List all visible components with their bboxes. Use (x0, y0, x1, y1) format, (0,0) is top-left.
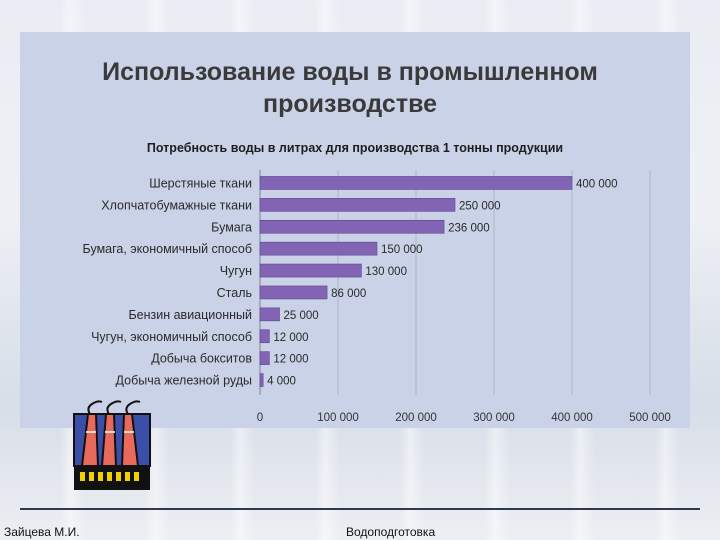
bar (259, 241, 378, 256)
x-tick-label: 100 000 (317, 412, 359, 424)
value-label: 236 000 (448, 222, 490, 234)
category-label: Чугун, экономичный способ (91, 330, 252, 344)
category-label: Добыча железной руды (116, 374, 252, 388)
x-tick-label: 300 000 (473, 412, 515, 424)
category-label: Бензин авиационный (128, 308, 252, 322)
value-label: 25 000 (284, 310, 319, 322)
slide-title-line2: производстве (263, 90, 437, 118)
value-label: 400 000 (576, 178, 618, 190)
bar (259, 176, 573, 190)
x-tick-label: 400 000 (551, 412, 593, 424)
bar (259, 329, 270, 344)
category-label: Бумага, экономичный способ (83, 242, 252, 256)
bar (259, 219, 445, 234)
bars (259, 176, 573, 387)
value-label: 86 000 (331, 288, 366, 300)
value-label: 250 000 (459, 200, 501, 212)
category-label: Хлопчатобумажные ткани (101, 198, 252, 212)
value-label: 4 000 (267, 376, 296, 388)
category-label: Чугун (220, 264, 252, 278)
category-label: Добыча бокситов (151, 352, 252, 366)
labels: 0 100 000 200 000 300 000 400 000 500 000 Шерс… (83, 176, 671, 424)
category-label: Шерстяные ткани (149, 176, 252, 190)
footer-topic: Водоподготовка (346, 525, 436, 539)
bar (259, 351, 270, 365)
factory-icon (73, 400, 151, 490)
category-label: Бумага (211, 220, 252, 234)
category-label: Сталь (217, 286, 252, 300)
footer-author: Зайцева М.И. (4, 525, 80, 539)
value-label: 130 000 (365, 266, 407, 278)
value-label: 12 000 (273, 354, 308, 366)
value-label: 12 000 (273, 332, 308, 344)
bar (259, 285, 328, 300)
x-tick-label: 0 (257, 412, 263, 424)
value-label: 150 000 (381, 244, 423, 256)
chart-title: Потребность воды в литрах для производст… (147, 141, 563, 155)
bar (259, 307, 280, 322)
bar (259, 198, 456, 212)
slide-title-line1: Использование воды в промышленном (102, 58, 598, 86)
bar (259, 373, 264, 387)
bar (259, 263, 362, 278)
footer-rule (20, 508, 700, 510)
x-tick-label: 500 000 (629, 412, 671, 424)
x-tick-label: 200 000 (395, 412, 437, 424)
